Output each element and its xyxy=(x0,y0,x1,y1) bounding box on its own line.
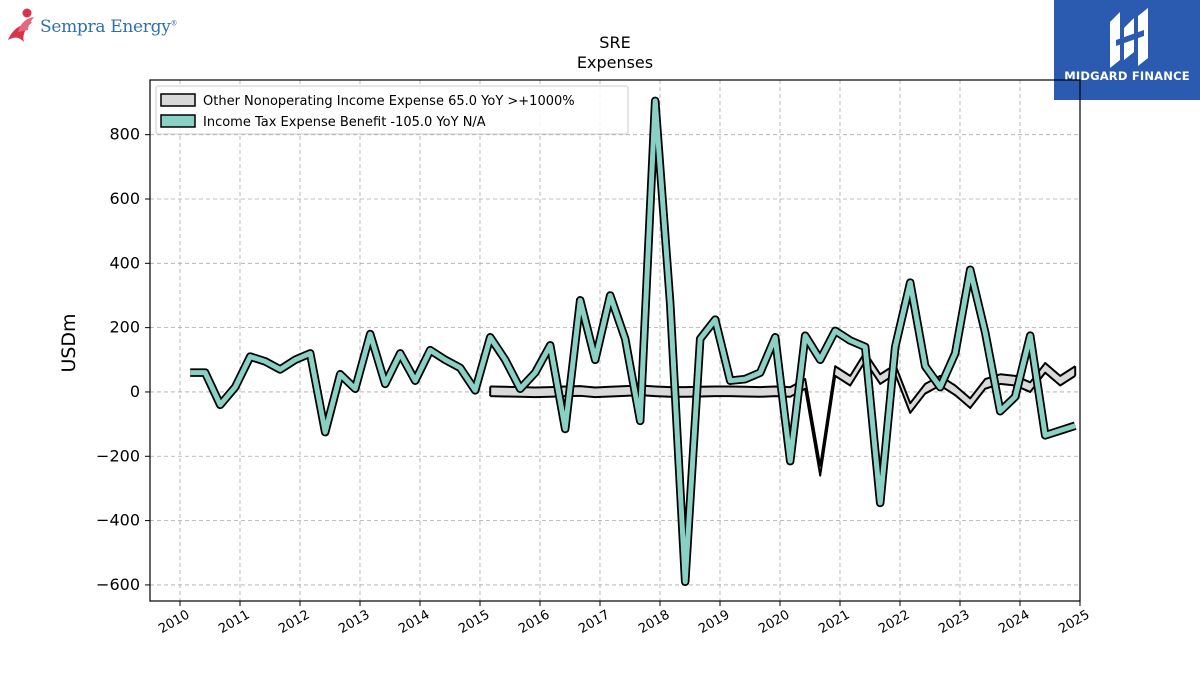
legend-box xyxy=(155,85,629,135)
chart-subtitle: Expenses xyxy=(577,53,653,72)
x-tick-label: 2012 xyxy=(276,607,312,637)
x-tick-label: 2019 xyxy=(696,607,732,637)
y-tick-label: 600 xyxy=(109,189,140,208)
y-tick-label: 800 xyxy=(109,125,140,144)
y-tick-label: 200 xyxy=(109,318,140,337)
x-tick-label: 2016 xyxy=(516,607,552,637)
legend-label-other-nonoperating: Other Nonoperating Income Expense 65.0 Y… xyxy=(203,94,575,109)
y-tick-label: 400 xyxy=(109,253,140,272)
x-tick-label: 2010 xyxy=(156,607,192,637)
x-tick-label: 2014 xyxy=(396,607,432,637)
x-tick-label: 2013 xyxy=(336,607,372,637)
y-tick-label: −200 xyxy=(96,446,140,465)
x-tick-label: 2017 xyxy=(576,607,612,637)
chart-title: SRE xyxy=(599,33,630,52)
x-tick-label: 2020 xyxy=(756,607,792,637)
x-tick-label: 2024 xyxy=(996,607,1032,637)
sempra-energy-logo: Sempra Energy® xyxy=(4,4,184,48)
legend: Other Nonoperating Income Expense 65.0 Y… xyxy=(155,85,629,135)
x-tick-label: 2015 xyxy=(456,607,492,637)
x-tick-label: 2018 xyxy=(636,607,672,637)
grid-lines xyxy=(150,80,1081,601)
x-tick-label: 2023 xyxy=(936,607,972,637)
midgard-finance-logo: MIDGARD FINANCE xyxy=(1054,0,1200,100)
income-tax-line xyxy=(190,98,1076,585)
plot-frame xyxy=(149,79,1081,602)
x-tick-label: 2011 xyxy=(216,607,252,637)
series-lines xyxy=(190,96,1077,586)
legend-swatch-other-nonoperating xyxy=(160,93,196,107)
legend-label-income-tax: Income Tax Expense Benefit -105.0 YoY N/… xyxy=(203,115,486,130)
y-axis-label: USDm xyxy=(58,313,80,372)
x-tick-label: 2022 xyxy=(876,607,912,637)
income-tax-line-outline xyxy=(190,96,1077,586)
sempra-brand-name: Sempra Energy® xyxy=(40,17,178,37)
sempra-flame-icon xyxy=(8,8,34,42)
midgard-brand-name: MIDGARD FINANCE xyxy=(1064,69,1190,83)
y-tick-label: 0 xyxy=(130,382,140,401)
y-tick-label: −600 xyxy=(96,575,140,594)
legend-swatch-income-tax xyxy=(160,114,196,128)
x-tick-label: 2025 xyxy=(1056,607,1092,637)
y-tick-label: −400 xyxy=(96,511,140,530)
midgard-emblem-icon xyxy=(1110,8,1148,68)
x-tick-label: 2021 xyxy=(816,607,852,637)
